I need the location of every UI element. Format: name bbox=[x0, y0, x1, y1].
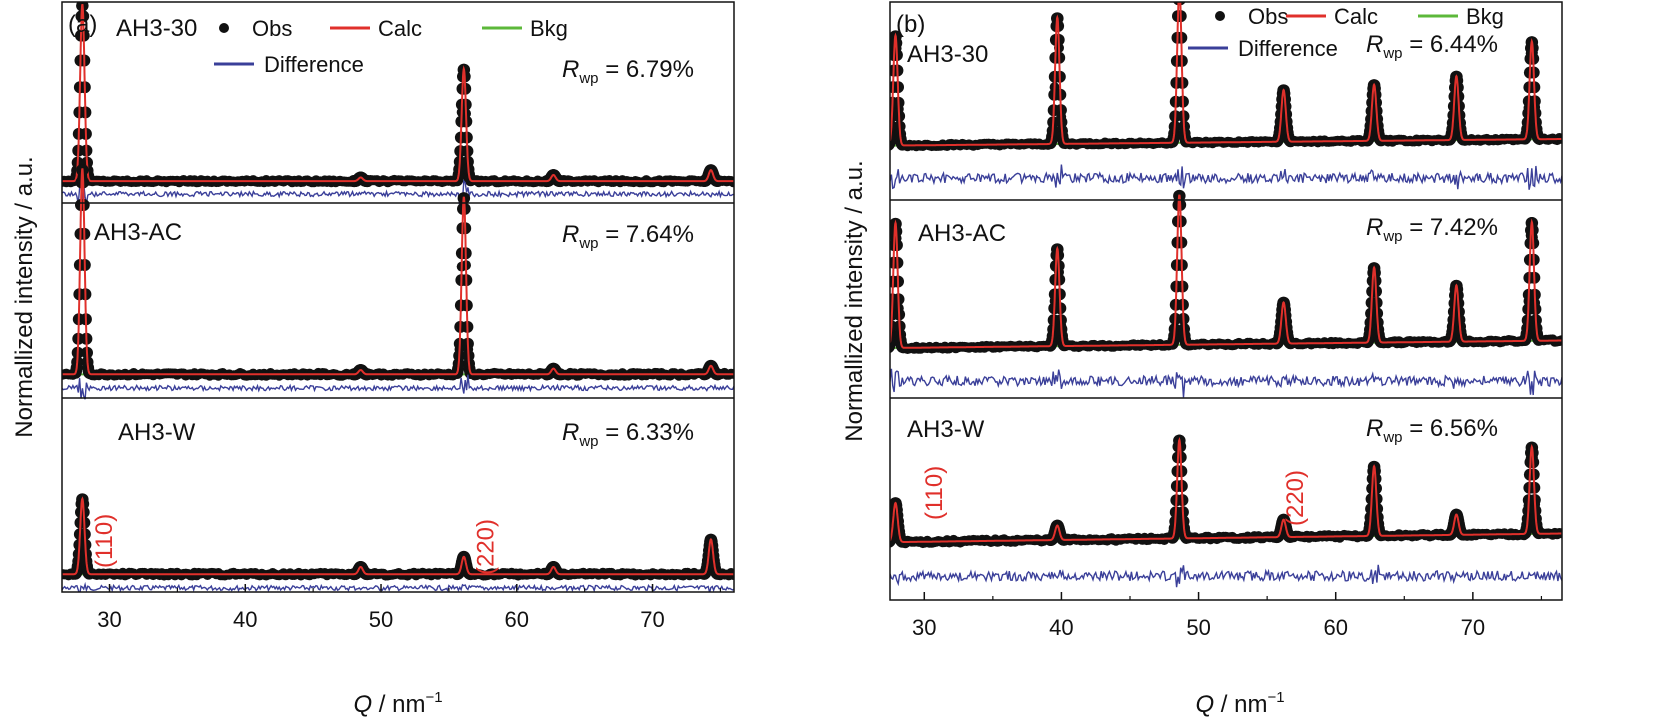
legend-marker-obs bbox=[1215, 11, 1225, 21]
x-tick-label: 50 bbox=[369, 607, 393, 632]
obs-point bbox=[728, 177, 734, 188]
rwp-symbol: R bbox=[562, 221, 579, 248]
rwp-subscript: wp bbox=[578, 433, 598, 450]
difference-line bbox=[890, 368, 1562, 398]
rwp-value: = 7.64% bbox=[599, 221, 694, 248]
rwp-label: Rwp = 6.79% bbox=[562, 56, 694, 87]
x-axis-symbol: Q bbox=[353, 691, 372, 718]
rwp-value: = 7.42% bbox=[1403, 214, 1498, 241]
rwp-label: Rwp = 6.33% bbox=[562, 419, 694, 450]
x-tick-label: 30 bbox=[912, 615, 936, 640]
subpanel-ah3-w bbox=[62, 493, 734, 592]
rwp-value: = 6.79% bbox=[599, 56, 694, 83]
rwp-value: = 6.44% bbox=[1403, 31, 1498, 58]
x-tick-label: 40 bbox=[1049, 615, 1073, 640]
rwp-subscript: wp bbox=[1382, 228, 1402, 245]
calc-line bbox=[890, 2, 1562, 147]
sample-label: AH3-AC bbox=[918, 220, 1006, 247]
chart-panel-a: AH3-30 Rwp = 6.79% AH3-AC Rwp = 7.64% (110) (… bbox=[11, 1, 735, 718]
legend: Obs Calc Bkg Difference bbox=[1188, 4, 1504, 61]
rwp-label: Rwp = 6.56% bbox=[1366, 415, 1498, 446]
x-tick-label: 40 bbox=[233, 607, 257, 632]
panel-label: (a) bbox=[68, 11, 97, 38]
subpanel-ah3-w bbox=[890, 434, 1562, 588]
rwp-label: Rwp = 7.64% bbox=[562, 221, 694, 252]
legend-marker-obs bbox=[219, 23, 229, 33]
x-tick-label: 70 bbox=[640, 607, 664, 632]
rwp-subscript: wp bbox=[1382, 45, 1402, 62]
difference-line bbox=[62, 581, 734, 592]
legend-label-calc: Calc bbox=[378, 16, 422, 41]
calc-line bbox=[62, 168, 734, 376]
x-axis-exponent: −1 bbox=[1267, 689, 1284, 706]
subpanel-ah3-30 bbox=[890, 2, 1562, 190]
hkl-label: (220) bbox=[1282, 470, 1309, 526]
x-axis-label: Q / nm−1 bbox=[1195, 689, 1284, 718]
rwp-symbol: R bbox=[562, 419, 579, 446]
difference-line bbox=[890, 164, 1562, 190]
difference-line bbox=[890, 564, 1562, 588]
rwp-subscript: wp bbox=[578, 235, 598, 252]
plot-frame bbox=[61, 1, 735, 593]
x-axis-exponent: −1 bbox=[425, 689, 442, 706]
x-axis-unit: / nm bbox=[1214, 691, 1267, 718]
legend: Obs Calc Bkg Difference bbox=[214, 16, 568, 77]
plot-frame bbox=[889, 1, 1563, 601]
calc-line bbox=[62, 3, 734, 183]
legend-label-obs: Obs bbox=[1248, 4, 1288, 29]
x-axis-label: Q / nm−1 bbox=[353, 689, 442, 718]
subpanel-ah3-30 bbox=[62, 2, 734, 208]
legend-label-bkg: Bkg bbox=[530, 16, 568, 41]
legend-label-diff: Difference bbox=[1238, 36, 1338, 61]
calc-line bbox=[62, 496, 734, 576]
chart-panel-b: AH3-30 Rwp = 6.44% AH3-AC Rwp = 7.42% (110) (… bbox=[841, 1, 1563, 718]
difference-line bbox=[62, 374, 734, 400]
subpanel-ah3-ac bbox=[890, 189, 1562, 398]
plot-area bbox=[62, 2, 734, 592]
observed-points bbox=[890, 2, 1562, 152]
legend-label-obs: Obs bbox=[252, 16, 292, 41]
sample-label: AH3-W bbox=[907, 416, 985, 443]
plot-area bbox=[890, 2, 1562, 588]
rwp-subscript: wp bbox=[1382, 429, 1402, 446]
x-axis-unit: / nm bbox=[372, 691, 425, 718]
x-tick-label: 50 bbox=[1186, 615, 1210, 640]
rwp-label: Rwp = 7.42% bbox=[1366, 214, 1498, 245]
difference-line bbox=[62, 179, 734, 208]
rwp-label: Rwp = 6.44% bbox=[1366, 31, 1498, 62]
calc-line bbox=[890, 194, 1562, 349]
legend-label-diff: Difference bbox=[264, 52, 364, 77]
x-tick-label: 60 bbox=[1323, 615, 1347, 640]
y-axis-label: Normallized intensity / a.u. bbox=[841, 160, 868, 441]
rwp-symbol: R bbox=[562, 56, 579, 83]
x-tick-label: 70 bbox=[1461, 615, 1485, 640]
hkl-label: (220) bbox=[473, 519, 500, 575]
observed-points bbox=[890, 434, 1562, 549]
rwp-symbol: R bbox=[1366, 214, 1383, 241]
sample-label: AH3-30 bbox=[116, 15, 197, 42]
rwp-symbol: R bbox=[1366, 415, 1383, 442]
legend-label-calc: Calc bbox=[1334, 4, 1378, 29]
sample-label: AH3-W bbox=[118, 419, 196, 446]
rwp-value: = 6.56% bbox=[1403, 415, 1498, 442]
sample-label: AH3-30 bbox=[907, 41, 988, 68]
panel-label: (b) bbox=[896, 11, 925, 38]
y-axis-label: Normallized intensity / a.u. bbox=[11, 156, 38, 437]
legend-label-bkg: Bkg bbox=[1466, 4, 1504, 29]
observed-points bbox=[62, 493, 734, 581]
rwp-value: = 6.33% bbox=[599, 419, 694, 446]
subpanel-ah3-ac bbox=[62, 164, 734, 400]
sample-label: AH3-AC bbox=[94, 219, 182, 246]
calc-line bbox=[890, 436, 1562, 543]
hkl-label: (110) bbox=[921, 466, 948, 520]
x-tick-label: 60 bbox=[505, 607, 529, 632]
rwp-symbol: R bbox=[1366, 31, 1383, 58]
rwp-subscript: wp bbox=[578, 70, 598, 87]
x-tick-label: 30 bbox=[97, 607, 121, 632]
x-axis-symbol: Q bbox=[1195, 691, 1214, 718]
hkl-label: (110) bbox=[91, 514, 118, 568]
